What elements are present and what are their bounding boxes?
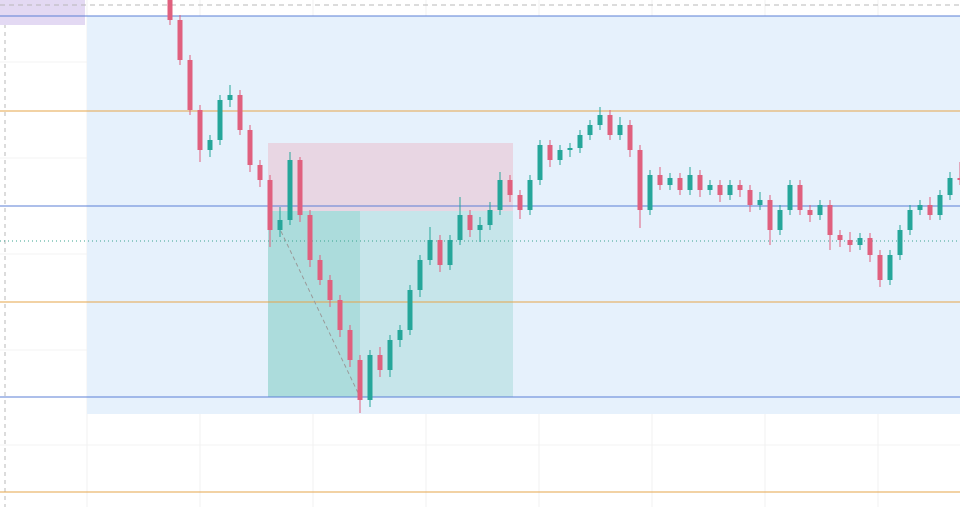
candle-body (387, 340, 393, 370)
candle-body (367, 355, 373, 400)
candle-body (717, 185, 723, 195)
candle-body (347, 330, 353, 360)
zone (268, 143, 513, 211)
candle-body (647, 175, 653, 210)
candle-body (427, 240, 433, 260)
candle-body (557, 150, 563, 160)
candle-body (517, 195, 523, 210)
candle-body (227, 95, 233, 100)
candle-body (807, 210, 813, 215)
candle-body (317, 260, 323, 280)
candle-body (857, 238, 863, 245)
candle-body (397, 330, 403, 340)
candle-body (897, 230, 903, 255)
trend-line (277, 224, 361, 398)
candle-body (437, 240, 443, 265)
candle-body (907, 210, 913, 230)
candle-body (217, 100, 223, 140)
candle-body (477, 225, 483, 230)
candle-body (237, 95, 243, 130)
candle-body (877, 255, 883, 280)
candle-body (187, 60, 193, 110)
candle-body (287, 160, 293, 220)
candle-body (577, 135, 583, 148)
candle-body (957, 178, 960, 180)
candle-body (917, 205, 923, 210)
candle-body (467, 215, 473, 230)
candle-body (937, 195, 943, 215)
candle-body (617, 125, 623, 135)
candle-body (687, 175, 693, 190)
candle-body (867, 238, 873, 255)
candle-body (257, 165, 263, 180)
zone (87, 16, 960, 414)
candle-body (947, 178, 953, 195)
candle-body (267, 180, 273, 230)
candle-body (607, 115, 613, 135)
candle-body (727, 185, 733, 195)
candle-body (707, 185, 713, 190)
candle-body (457, 215, 463, 240)
candle-body (667, 178, 673, 185)
candle-body (827, 205, 833, 235)
candle-body (357, 360, 363, 400)
candle-body (197, 110, 203, 150)
candle-body (747, 190, 753, 205)
candle-body (587, 125, 593, 135)
candle-body (887, 255, 893, 280)
candle-body (737, 185, 743, 190)
candle-body (177, 20, 183, 60)
candle-body (847, 240, 853, 245)
zone (268, 211, 360, 397)
candle-body (207, 140, 213, 150)
candle-body (327, 280, 333, 300)
candle-body (797, 185, 803, 210)
candle-body (277, 220, 283, 230)
candle-body (167, 0, 173, 20)
candle-body (487, 210, 493, 225)
candle-body (767, 200, 773, 230)
candle-body (927, 205, 933, 215)
candle-body (307, 215, 313, 260)
candle-body (787, 185, 793, 210)
candle-body (757, 200, 763, 205)
candle-body (497, 180, 503, 210)
candle-body (417, 260, 423, 290)
candle-body (777, 210, 783, 230)
candle-body (697, 175, 703, 190)
candle-body (627, 125, 633, 150)
zone (0, 0, 85, 25)
candle-body (377, 355, 383, 370)
candle-body (677, 178, 683, 190)
candle-body (567, 148, 573, 150)
candle-body (337, 300, 343, 330)
candle-body (637, 150, 643, 210)
candle-body (657, 175, 663, 185)
candle-body (537, 145, 543, 180)
candle-body (817, 205, 823, 215)
candle-body (407, 290, 413, 330)
candle-body (547, 145, 553, 160)
candle-body (837, 235, 843, 240)
candle-body (297, 160, 303, 215)
candle-body (247, 130, 253, 165)
candle-body (597, 115, 603, 125)
candle-body (507, 180, 513, 195)
candle-body (447, 240, 453, 265)
candle-body (527, 180, 533, 210)
